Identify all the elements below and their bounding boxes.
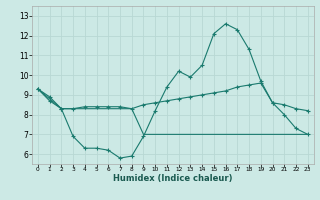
X-axis label: Humidex (Indice chaleur): Humidex (Indice chaleur) bbox=[113, 174, 233, 183]
